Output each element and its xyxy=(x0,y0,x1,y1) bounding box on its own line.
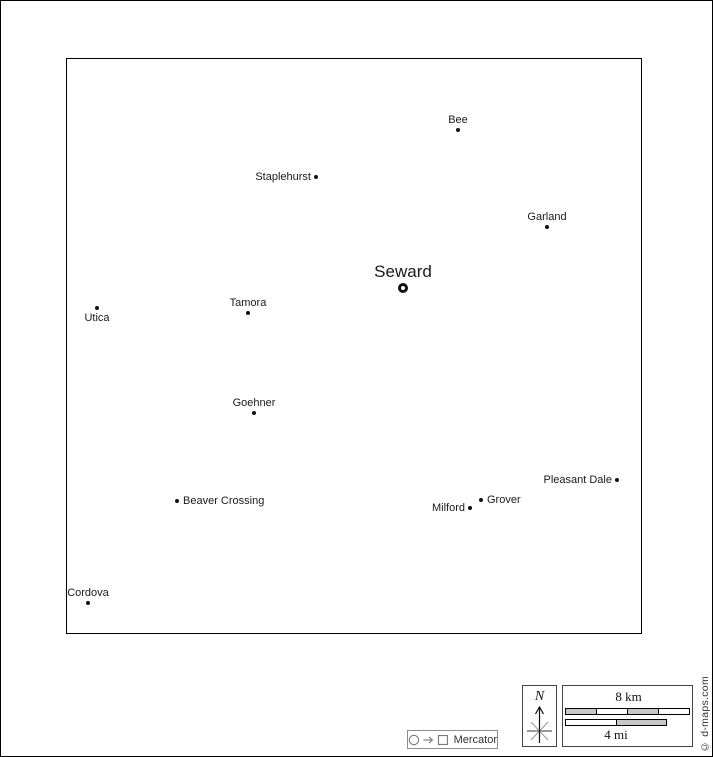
square-icon xyxy=(437,734,448,745)
km-scale-bar xyxy=(565,708,690,715)
scale-legend: 8 km 4 mi xyxy=(562,685,693,747)
scale-segment xyxy=(566,720,617,725)
compass-legend: N xyxy=(522,685,557,747)
compass-rose-icon xyxy=(527,705,552,743)
mi-scale-label: 4 mi xyxy=(604,727,628,742)
projection-legend: Mercator xyxy=(407,730,498,749)
scale-segment xyxy=(616,720,666,725)
scale-segment xyxy=(659,709,689,714)
copyright-text: © d-maps.com xyxy=(699,675,711,752)
km-scale-label: 8 km xyxy=(615,689,642,704)
mi-scale-bar xyxy=(565,719,667,726)
scale-segment xyxy=(597,709,628,714)
map-frame xyxy=(66,58,642,634)
circle-icon xyxy=(408,734,420,745)
projection-label: Mercator xyxy=(453,733,497,746)
north-label: N xyxy=(534,689,545,704)
arrow-right-icon xyxy=(423,736,434,743)
scale-segment xyxy=(628,709,659,714)
scale-segment xyxy=(566,709,597,714)
